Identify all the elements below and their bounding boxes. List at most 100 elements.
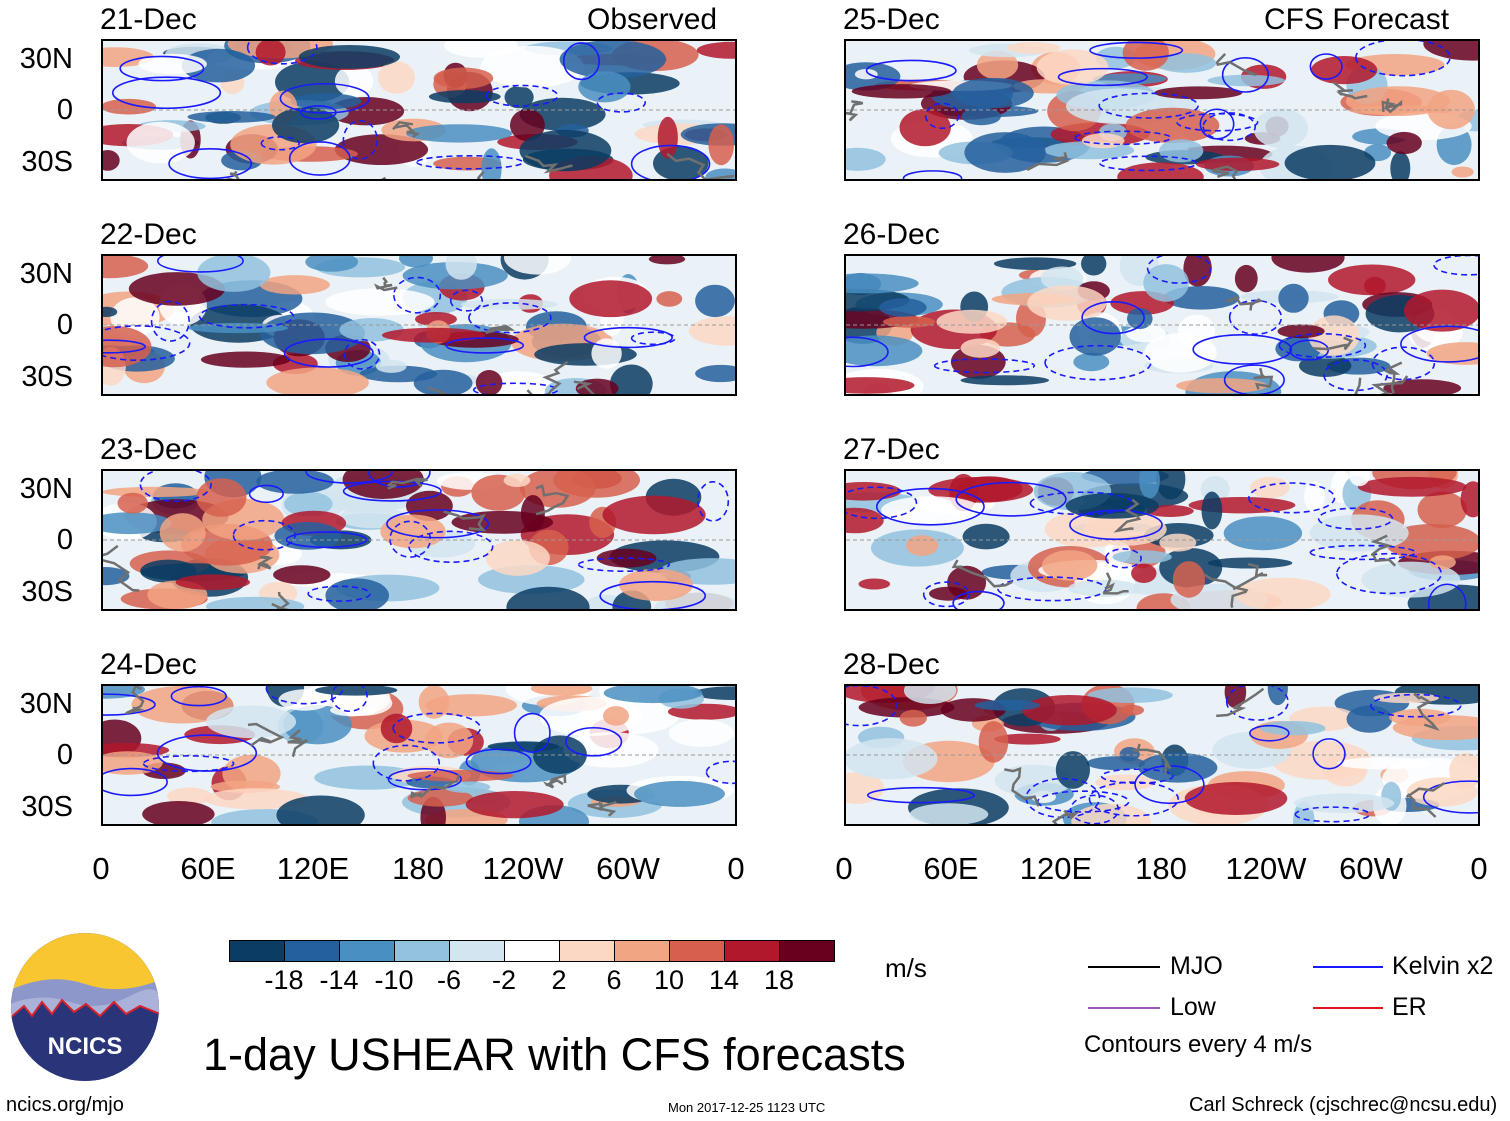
coastline <box>1371 375 1409 394</box>
coastline <box>125 686 145 715</box>
shear-blob <box>1284 144 1376 179</box>
coastline <box>1381 98 1403 114</box>
shear-blob <box>693 686 735 700</box>
kelvin-contour <box>1134 765 1205 805</box>
website-link[interactable]: ncics.org/mjo <box>6 1094 124 1116</box>
shear-blob <box>569 280 653 318</box>
shear-blob <box>563 732 659 768</box>
kelvin-contour <box>372 744 441 782</box>
shear-blob <box>1131 563 1157 583</box>
kelvin-contour <box>1176 112 1259 132</box>
shear-blob <box>1021 695 1117 726</box>
kelvin-contour <box>955 481 1067 517</box>
shear-blob <box>415 312 457 327</box>
shear-blob <box>140 559 197 583</box>
panel-date: 23-Dec <box>100 433 197 466</box>
shear-blob <box>273 565 331 585</box>
forecast-title: CFS Forecast <box>1264 3 1450 36</box>
kelvin-contour <box>1400 325 1478 363</box>
shear-blob <box>276 795 365 824</box>
kelvin-contour <box>389 520 432 558</box>
kelvin-contour <box>1289 339 1330 361</box>
shear-blob <box>1055 751 1090 789</box>
shear-blob <box>1390 151 1411 179</box>
lat-tick-label: 30S <box>21 146 73 178</box>
shear-blob <box>1207 557 1293 569</box>
lat-tick-label: 30N <box>19 473 73 505</box>
legend-swatch-kelvin <box>1313 966 1383 968</box>
shear-blob <box>1027 285 1107 321</box>
shear-blob <box>272 107 340 144</box>
kelvin-contour <box>630 331 676 346</box>
coastline <box>1223 295 1263 311</box>
observed-title: Observed <box>587 3 718 36</box>
shear-blob <box>1373 692 1439 704</box>
lat-tick-label: 30S <box>21 361 73 393</box>
shear-blob <box>1235 577 1331 609</box>
kelvin-contour <box>846 686 898 727</box>
shear-blob <box>256 471 334 494</box>
shear-blob <box>1125 107 1220 143</box>
shear-blob <box>695 284 735 318</box>
shear-blob <box>1156 53 1217 73</box>
lat-tick-label: 30N <box>19 43 73 75</box>
panel-date: 24-Dec <box>100 648 197 681</box>
shear-blob <box>475 370 503 394</box>
shear-blob <box>1196 157 1280 171</box>
map-panel <box>101 254 737 396</box>
credit: Carl Schreck (cjschrec@ncsu.edu) <box>1189 1094 1498 1116</box>
shear-blob <box>428 90 501 104</box>
colorbar-tick-label: 18 <box>763 965 795 995</box>
kelvin-contour <box>846 486 918 520</box>
shear-blob <box>399 256 433 268</box>
shear-blob <box>380 514 446 549</box>
shear-blob <box>1234 264 1258 293</box>
shear-field <box>103 41 735 179</box>
colorbar-swatch <box>669 940 725 962</box>
shear-blob <box>205 705 297 739</box>
shear-blob <box>578 71 631 103</box>
coastline <box>1113 498 1142 533</box>
kelvin-contour <box>1199 108 1235 140</box>
kelvin-contour <box>103 767 168 797</box>
kelvin-contour <box>408 530 494 563</box>
shear-blob <box>1277 324 1325 339</box>
kelvin-contour <box>1323 359 1388 392</box>
shear-blob <box>103 567 130 586</box>
shear-blob <box>1172 561 1205 598</box>
shear-blob <box>846 738 938 780</box>
lon-tick-label: 0 <box>92 851 110 886</box>
shear-blob <box>1429 555 1456 570</box>
shear-blob <box>504 256 571 275</box>
kelvin-contour <box>156 256 244 273</box>
lon-tick-label: 60E <box>180 851 236 886</box>
colorbar-tick-label: 6 <box>606 965 622 995</box>
kelvin-contour <box>111 76 222 110</box>
shear-blob <box>530 686 593 696</box>
timestamp: Mon 2017-12-25 1123 UTC <box>668 1100 826 1115</box>
shear-blob <box>648 256 686 265</box>
shear-blob <box>596 548 657 568</box>
shear-blob <box>1156 471 1186 500</box>
kelvin-contour <box>697 480 730 522</box>
shear-blob <box>381 327 486 343</box>
kelvin-contour <box>1370 693 1462 718</box>
lon-tick-label: 60W <box>1339 851 1403 886</box>
panel-date: 21-Dec <box>100 3 197 36</box>
coastline <box>1132 743 1172 775</box>
shear-blob <box>976 50 1019 80</box>
shear-field <box>846 41 1478 179</box>
ncics-logo: NCICS <box>11 933 159 1081</box>
kelvin-contour <box>465 748 532 775</box>
coastline <box>392 120 421 138</box>
shear-blob <box>634 780 725 807</box>
map-panel <box>844 39 1480 181</box>
shear-blob <box>485 540 550 576</box>
colorbar-swatch <box>284 940 340 962</box>
kelvin-contour <box>1433 256 1478 276</box>
legend-swatch-low <box>1088 1007 1160 1009</box>
shear-blob <box>1403 289 1478 332</box>
kelvin-contour <box>1081 300 1145 335</box>
shear-blob <box>334 134 429 165</box>
kelvin-contour <box>1146 256 1212 284</box>
